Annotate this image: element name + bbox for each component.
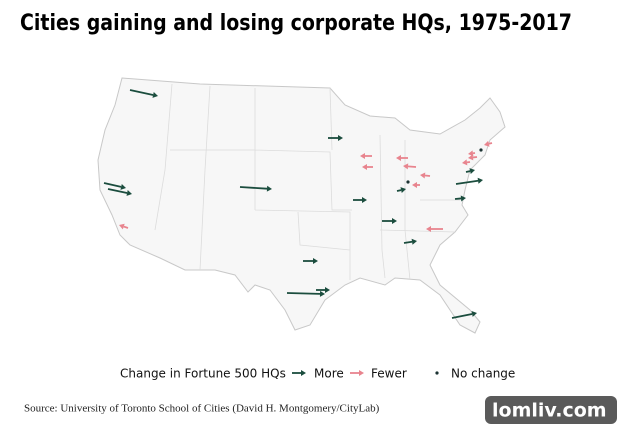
legend-label: More	[314, 367, 344, 381]
title: Cities gaining and losing corporate HQs,…	[20, 11, 572, 36]
arrow	[362, 164, 373, 170]
arrow	[403, 238, 417, 245]
arrow	[484, 140, 493, 147]
arrow-head	[360, 153, 365, 159]
arrow-head	[396, 155, 401, 161]
arrow	[412, 182, 420, 188]
arrow	[403, 163, 417, 170]
arrow	[103, 182, 126, 190]
arrow-head	[484, 140, 490, 147]
arrow-head	[359, 370, 364, 376]
arrow-head	[338, 135, 343, 141]
arrow-shaft	[455, 179, 479, 185]
arrow-head	[462, 159, 468, 166]
arrow-head	[420, 172, 426, 179]
arrow-shaft	[107, 188, 128, 194]
legend-label: Fewer	[371, 367, 407, 381]
arrow-head	[471, 311, 477, 317]
arrow	[292, 370, 306, 376]
arrow-head	[313, 258, 318, 264]
source: Source: University of Toronto School of …	[24, 403, 380, 415]
legend: Change in Fortune 500 HQs More Fewer No …	[120, 367, 515, 381]
arrow	[468, 150, 476, 157]
arrow-head	[119, 223, 125, 230]
arrow	[107, 188, 132, 196]
arrow-shaft	[103, 182, 122, 188]
arrow	[396, 187, 406, 194]
arrow	[129, 89, 158, 98]
watermark-box	[485, 396, 617, 424]
arrow-head	[319, 290, 325, 297]
arrow	[455, 177, 483, 185]
arrow	[451, 311, 477, 319]
arrow-head	[469, 168, 475, 175]
arrow	[360, 153, 372, 159]
arrow-head	[126, 190, 132, 196]
no-change-dot	[479, 148, 483, 152]
arrow-head	[403, 163, 409, 170]
arrow-shaft	[123, 225, 129, 229]
arrow	[353, 197, 367, 203]
arrow-shaft	[454, 197, 462, 200]
arrow-head	[392, 218, 397, 224]
arrow-shaft	[488, 142, 493, 145]
arrow	[396, 155, 408, 161]
arrow-shaft	[396, 189, 402, 192]
arrow-head	[362, 164, 367, 170]
arrow-shaft	[424, 174, 431, 177]
arrow-head	[412, 182, 417, 188]
arrow	[420, 172, 431, 179]
arrow-shaft	[129, 89, 154, 96]
arrow	[328, 135, 343, 141]
arrow	[316, 287, 330, 293]
arrow	[350, 370, 364, 376]
arrow-shaft	[407, 165, 417, 168]
arrow	[454, 195, 466, 202]
arrow-head	[477, 177, 483, 184]
legend-label: No change	[451, 367, 515, 381]
arrow-head	[301, 370, 306, 376]
arrow-shaft	[465, 170, 471, 173]
arrow-head	[400, 187, 406, 194]
arrow	[426, 226, 443, 232]
arrow-shaft	[451, 313, 473, 319]
legend-title: Change in Fortune 500 HQs	[120, 367, 286, 381]
arrow-head	[411, 238, 417, 245]
arrows	[103, 89, 493, 319]
arrow-shaft	[286, 292, 321, 295]
arrow	[303, 258, 318, 264]
arrow-shaft	[239, 186, 268, 190]
arrow-head	[468, 150, 474, 157]
arrow-head	[468, 154, 474, 161]
arrow	[462, 159, 471, 166]
state-lines	[154, 83, 460, 281]
legend-dot	[435, 371, 439, 375]
no-change-dot	[406, 180, 410, 184]
arrow-head	[266, 185, 272, 192]
arrow	[382, 218, 397, 224]
arrow-shaft	[403, 240, 413, 244]
arrow-head	[460, 195, 466, 202]
arrow	[286, 290, 325, 297]
arrow-head	[362, 197, 367, 203]
arrow	[468, 154, 478, 161]
watermark: lomliv.com	[492, 400, 607, 422]
arrow	[465, 168, 475, 175]
arrow-head	[426, 226, 431, 232]
arrow	[119, 223, 129, 230]
arrow	[239, 185, 272, 192]
arrow-head	[325, 287, 330, 293]
arrow-head	[120, 183, 126, 190]
arrow-head	[152, 92, 158, 98]
